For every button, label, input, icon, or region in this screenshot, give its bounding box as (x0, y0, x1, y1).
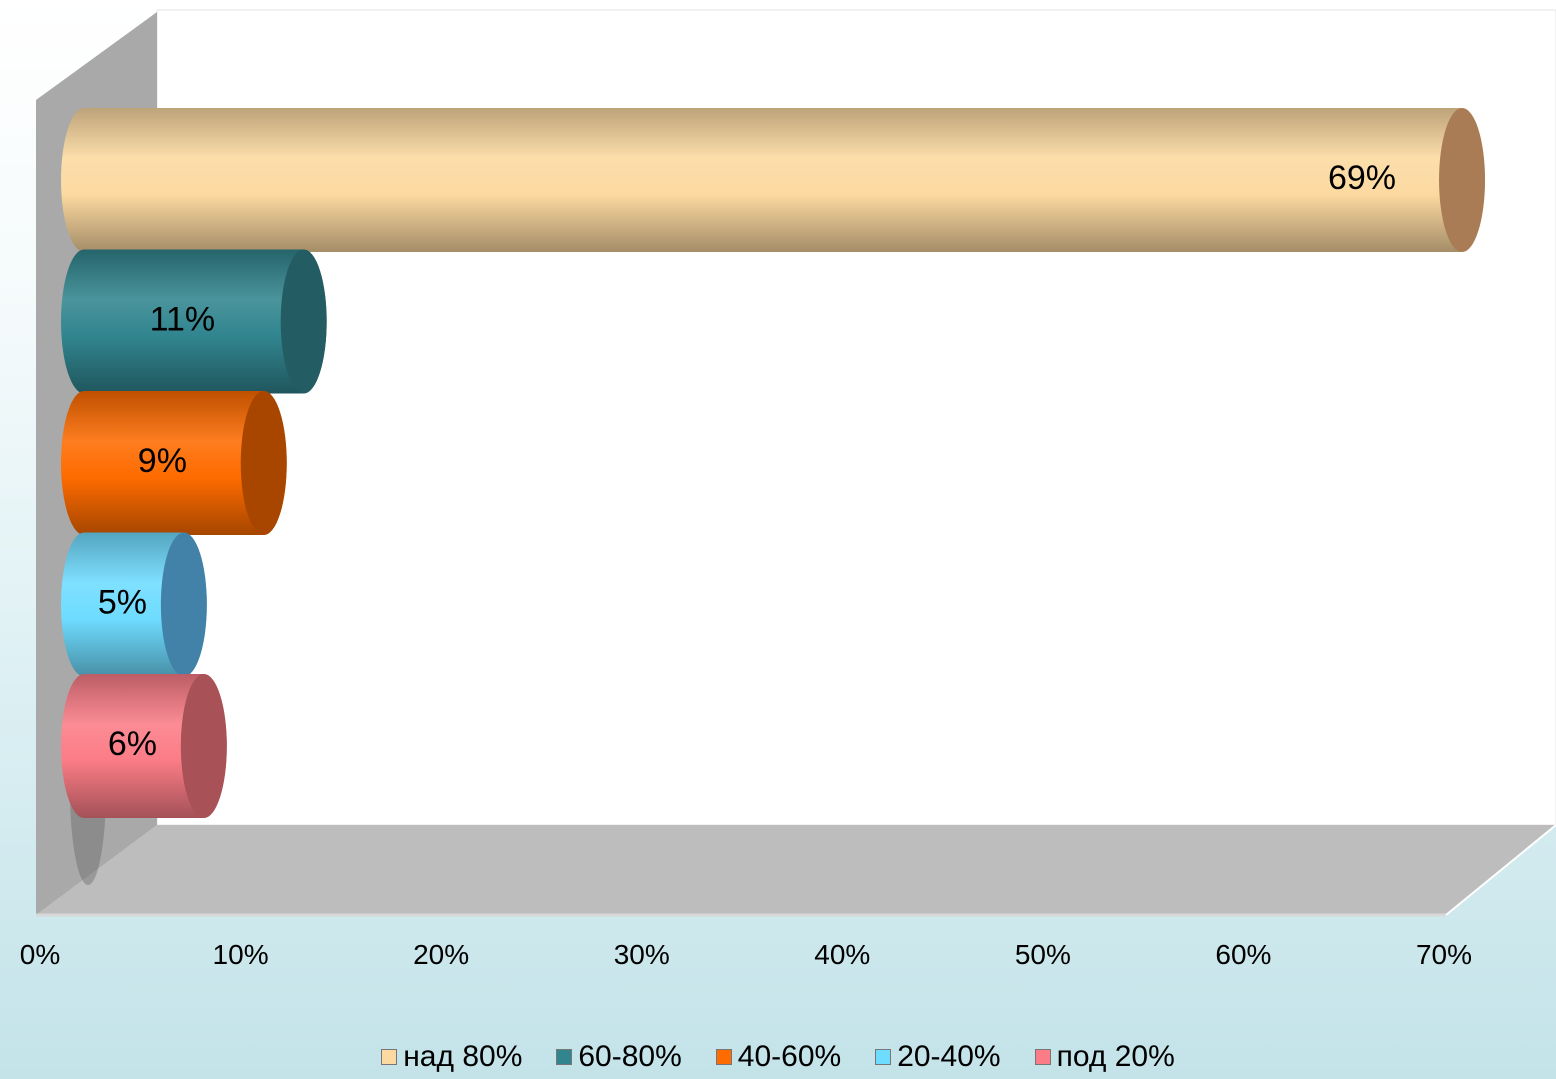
x-tick-label: 40% (814, 939, 870, 970)
bars-group: 69% 11% 9% 5% 6% (61, 108, 1486, 818)
x-tick-label: 20% (413, 939, 469, 970)
legend-label: над 80% (403, 1040, 523, 1073)
legend-item: над 80% (381, 1040, 522, 1074)
legend-item: под 20% (1034, 1040, 1175, 1074)
legend-item: 20-40% (875, 1040, 1001, 1074)
legend-swatch (875, 1049, 892, 1065)
x-tick-label: 60% (1215, 939, 1271, 970)
bar-end-cap (1439, 108, 1486, 252)
legend-swatch (381, 1049, 398, 1065)
legend: над 80% 60-80% 40-60% 20-40% под 20% (0, 1040, 1556, 1074)
chart: 69% 11% 9% 5% 6% 0% 10% 20% 30% 40% 50% 60% 70% (20, 9, 1556, 970)
bar-2: 9% (61, 391, 287, 535)
x-tick-label: 70% (1416, 939, 1472, 970)
bar-4: 6% (61, 674, 227, 818)
bar-end-cap (180, 674, 227, 818)
bar-0: 69% (61, 108, 1486, 252)
x-tick-label: 30% (614, 939, 670, 970)
bar-end-cap (280, 249, 327, 394)
data-label: 9% (138, 442, 187, 480)
bar-end-cap (160, 532, 207, 677)
floor-right-edge (1445, 824, 1556, 916)
data-label: 11% (150, 300, 216, 338)
legend-label: 40-60% (737, 1040, 842, 1073)
data-label: 6% (108, 725, 157, 763)
legend-label: 20-40% (897, 1040, 1001, 1073)
bar-body (61, 391, 287, 535)
legend-item: 40-60% (715, 1040, 842, 1074)
x-tick-label: 10% (213, 939, 269, 970)
data-label: 5% (98, 583, 147, 621)
legend-swatch (715, 1049, 732, 1065)
bar-3: 5% (61, 532, 207, 677)
x-axis-ticks: 0% 10% 20% 30% 40% 50% 60% 70% (20, 939, 1472, 970)
x-tick-label: 50% (1015, 939, 1071, 970)
legend-swatch (1034, 1049, 1051, 1065)
bar-body (61, 108, 1486, 252)
data-label: 69% (1328, 159, 1396, 197)
chart-floor (36, 825, 1556, 915)
bar-1: 11% (61, 249, 327, 394)
bar-body (61, 249, 327, 394)
legend-label: под 20% (1056, 1040, 1175, 1073)
x-tick-label: 0% (20, 939, 60, 970)
legend-label: 60-80% (578, 1040, 682, 1073)
legend-item: 60-80% (556, 1040, 682, 1074)
bar-end-cap (240, 391, 287, 535)
legend-swatch (556, 1049, 573, 1065)
